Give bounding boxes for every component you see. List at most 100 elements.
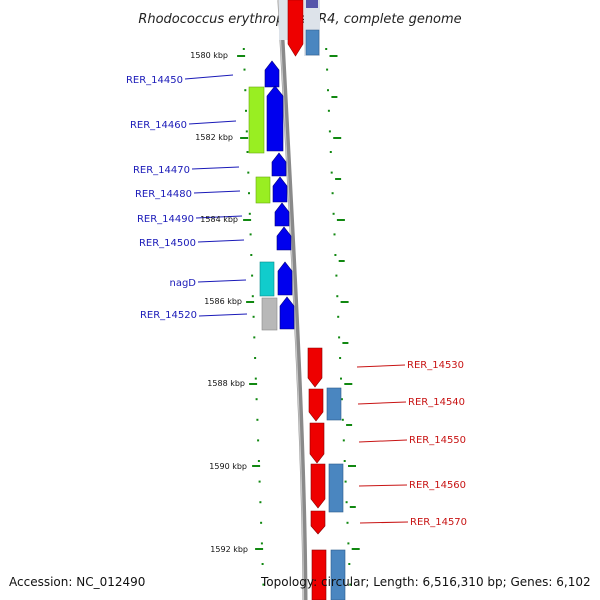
scale-tick-outer [344,383,353,385]
track-dot [325,48,328,50]
scale-tick-outer [336,219,345,221]
scale-tick-minor [349,506,356,508]
gene-label-rer-14540[interactable]: RER_14540 [408,397,465,408]
scale-tick-outer [329,55,338,57]
track-dot [348,563,351,565]
gene-label-rer-14530[interactable]: RER_14530 [407,360,464,371]
track-dot [328,130,331,133]
track-dot [329,151,332,153]
gene-arrow-rer-14520[interactable] [279,296,295,330]
feature-block-steel[interactable] [328,463,344,513]
track-dot [260,521,263,524]
track-dot [342,439,345,442]
track-dot [340,377,342,380]
gene-label-rer-14550[interactable]: RER_14550 [409,435,466,446]
gene-labels-left: RER_14450 RER_14460 RER_14470 RER_14480 … [126,75,197,321]
feature-block-lime[interactable] [248,86,265,154]
track-dot [257,460,260,462]
scale-tick-major [237,55,246,57]
gene-label-rer-14480[interactable]: RER_14480 [135,189,192,200]
reverse-strand-genes [307,347,327,600]
gene-arrow-rer-14450[interactable] [264,60,280,88]
track-dot [331,192,334,195]
track-dot [254,377,257,380]
track-dot [338,336,341,339]
track-dot [347,542,350,545]
track-dot [243,68,246,71]
tick-label-1584: 1584 kbp [200,215,238,224]
scale-tick-major [255,548,264,550]
track-dot [339,357,342,359]
track-dot [248,192,250,195]
gene-label-rer-14490[interactable]: RER_14490 [137,214,194,225]
gene-labels-right: RER_14530 RER_14540 RER_14550 RER_14560 … [407,360,467,528]
track-dot [242,48,245,50]
track-dot [260,542,263,545]
feature-block-lime[interactable] [255,176,271,204]
track-dot [245,109,247,112]
track-guides [242,48,352,586]
track-dot [250,254,253,256]
feature-block-cyan[interactable] [259,261,275,297]
track-dot [341,418,344,421]
accession-text: Accession: NC_012490 [9,575,145,589]
track-dot [257,439,260,442]
track-dot [248,212,251,215]
feature-block-steel[interactable] [326,387,342,421]
track-dot [332,212,335,215]
scale-tick-outer [351,548,360,550]
feature-block-steel[interactable] [330,549,346,600]
track-dot [335,274,338,277]
track-dot [246,151,249,153]
gene-label-nagd[interactable]: nagD [169,278,196,289]
gene-arrow-rer-14570[interactable] [310,510,326,535]
track-dot [334,254,337,256]
gene-label-rer-14560[interactable]: RER_14560 [409,480,466,491]
scale-tick-major [243,219,252,221]
track-dot [330,171,333,174]
gene-arrow-rer-14460[interactable] [266,85,284,152]
topology-text: Topology: circular; Length: 6,516,310 bp… [260,575,591,589]
scale-tick-major [246,301,255,303]
track-dot [258,480,261,483]
feature-block-gray[interactable] [261,297,278,331]
track-dot [346,521,349,524]
track-dot [255,398,258,401]
track-dot [252,315,255,318]
scale-tick-major [240,137,249,139]
gene-arrow-partial[interactable] [311,549,327,600]
scale-tick-minor [331,96,338,98]
track-dot [340,398,343,401]
tick-label-1580: 1580 kbp [190,51,228,60]
scale-tick-minor [346,424,353,426]
gene-label-rer-14450[interactable]: RER_14450 [126,75,183,86]
track-dot [251,274,254,277]
gene-arrow-rer-14470[interactable] [271,152,287,177]
gene-arrow-nagd[interactable] [277,261,293,296]
track-dot [254,357,257,359]
gene-label-rer-14470[interactable]: RER_14470 [133,165,190,176]
gene-arrow-rer-14540[interactable] [308,388,324,422]
feature-track [248,86,346,600]
scale-tick-outer [333,137,342,139]
gene-arrow-rer-14490[interactable] [274,202,290,227]
track-dot [343,460,346,462]
gene-arrow-rer-14530[interactable] [307,347,323,388]
gene-arrow-rer-14500[interactable] [276,226,292,251]
gene-arrow-rer-14560[interactable] [310,463,326,509]
scale-tick-outer [340,301,349,303]
top-partial-features [279,0,320,57]
tick-label-1590: 1590 kbp [209,462,247,471]
gene-arrow-rer-14550[interactable] [309,422,325,464]
gene-label-rer-14520[interactable]: RER_14520 [140,310,197,321]
track-dot [251,295,254,298]
track-dot [262,583,265,586]
tick-label-1592: 1592 kbp [210,545,248,554]
track-dot [259,501,262,504]
gene-label-rer-14460[interactable]: RER_14460 [130,120,187,131]
gene-label-rer-14500[interactable]: RER_14500 [139,238,196,249]
gene-arrow-rer-14480[interactable] [272,176,288,203]
gene-label-rer-14570[interactable]: RER_14570 [410,517,467,528]
